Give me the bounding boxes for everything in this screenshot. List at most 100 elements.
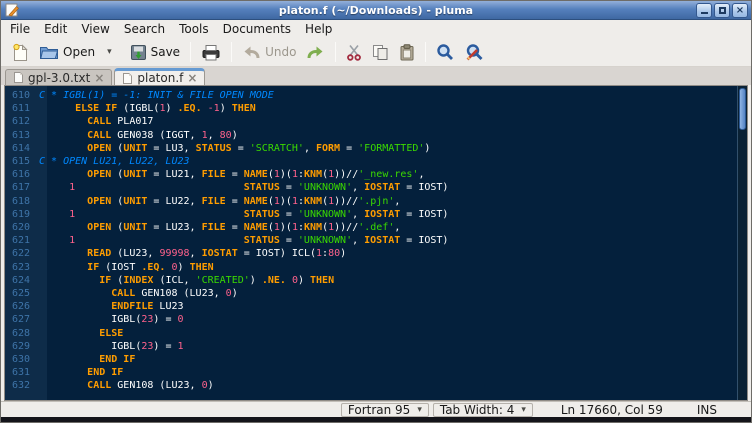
- menu-edit[interactable]: Edit: [44, 22, 68, 36]
- code-area[interactable]: 610 C * IGBL(1) = -1: INIT & FILE OPEN MO…: [5, 86, 737, 400]
- undo-button[interactable]: Undo: [237, 43, 301, 62]
- code-line[interactable]: 627 IGBL(23) = 0: [5, 313, 737, 326]
- toolbar-separator: [335, 42, 337, 62]
- tab-close-icon[interactable]: ×: [94, 70, 105, 85]
- menu-view[interactable]: View: [81, 22, 110, 36]
- editor: 610 C * IGBL(1) = -1: INIT & FILE OPEN MO…: [4, 85, 748, 401]
- redo-button[interactable]: [301, 43, 330, 62]
- line-number: 620: [11, 222, 30, 234]
- code-line[interactable]: 618 OPEN (UNIT = LU22, FILE = NAME(1)(1:…: [5, 195, 737, 208]
- menu-documents[interactable]: Documents: [222, 22, 292, 36]
- new-document-button[interactable]: [7, 41, 34, 64]
- code-line[interactable]: 624 IF (INDEX (ICL, 'CREATED') .NE. 0) T…: [5, 274, 737, 287]
- search-icon: [436, 43, 454, 61]
- code-line[interactable]: 623 IF (IOST .EQ. 0) THEN: [5, 261, 737, 274]
- line-number: 614: [11, 142, 30, 154]
- code-line[interactable]: 615 C * OPEN LU21, LU22, LU23: [5, 155, 737, 168]
- menubar: File Edit View Search Tools Documents He…: [1, 20, 751, 38]
- code-line[interactable]: 622 READ (LU23, 99998, IOSTAT = IOST) IC…: [5, 247, 737, 260]
- redo-icon: [306, 45, 325, 60]
- code-line[interactable]: 612 CALL PLA017: [5, 115, 737, 128]
- cut-button[interactable]: [341, 42, 367, 63]
- code-line[interactable]: 632 CALL GEN108 (LU23, 0): [5, 379, 737, 392]
- line-number: 615: [11, 156, 30, 168]
- close-button[interactable]: ×: [732, 3, 748, 18]
- line-number: 618: [11, 195, 30, 207]
- code-line[interactable]: 616 OPEN (UNIT = LU21, FILE = NAME(1)(1:…: [5, 168, 737, 181]
- code-line[interactable]: 620 OPEN (UNIT = LU23, FILE = NAME(1)(1:…: [5, 221, 737, 234]
- code-line[interactable]: 613 CALL GEN038 (IGGT, 1, 80): [5, 129, 737, 142]
- save-button[interactable]: Save: [125, 42, 185, 63]
- code-line[interactable]: 626 ENDFILE LU23: [5, 300, 737, 313]
- line-number: 629: [11, 340, 30, 352]
- line-number: 631: [11, 367, 30, 379]
- line-number: 621: [11, 235, 30, 247]
- code-line[interactable]: 619 1 STATUS = 'UNKNOWN', IOSTAT = IOST): [5, 208, 737, 221]
- line-number: 616: [11, 169, 30, 181]
- print-button[interactable]: [196, 42, 226, 63]
- find-button[interactable]: [431, 41, 459, 63]
- language-selector[interactable]: Fortran 95 ▾: [340, 402, 429, 417]
- paste-button[interactable]: [394, 42, 420, 63]
- tab-label: gpl-3.0.txt: [28, 70, 91, 85]
- tab-gpl-3-0-txt[interactable]: gpl-3.0.txt ×: [5, 69, 113, 85]
- tab-width-value: Tab Width: 4: [439, 402, 515, 417]
- chevron-down-icon: ▾: [417, 404, 422, 415]
- search-replace-icon: [464, 43, 483, 61]
- undo-button-label: Undo: [265, 45, 297, 59]
- line-number: 630: [11, 354, 30, 366]
- open-button-label: Open: [63, 45, 96, 59]
- save-button-label: Save: [150, 45, 181, 59]
- chevron-down-icon: ▾: [521, 404, 526, 415]
- code-line[interactable]: 628 ELSE: [5, 327, 737, 340]
- pluma-app-icon: [5, 3, 19, 17]
- open-dropdown-button[interactable]: ▾: [100, 45, 117, 59]
- open-button[interactable]: Open: [34, 42, 100, 62]
- code-line[interactable]: 631 END IF: [5, 366, 737, 379]
- line-number: 611: [11, 103, 30, 115]
- code-line[interactable]: 611 ELSE IF (IGBL(1) .EQ. -1) THEN: [5, 102, 737, 115]
- line-number: 617: [11, 182, 30, 194]
- chevron-down-icon: ▾: [107, 47, 112, 57]
- copy-button[interactable]: [367, 42, 394, 63]
- toolbar-separator: [190, 42, 192, 62]
- code-line[interactable]: 610 C * IGBL(1) = -1: INIT & FILE OPEN MO…: [5, 89, 737, 102]
- open-folder-icon: [39, 44, 59, 60]
- maximize-icon: [718, 7, 726, 14]
- code-line[interactable]: 625 CALL GEN108 (LU23, 0): [5, 287, 737, 300]
- toolbar: Open ▾ Save Undo: [1, 38, 751, 67]
- scrollbar-thumb[interactable]: [739, 88, 746, 130]
- code-line[interactable]: 614 OPEN (UNIT = LU3, STATUS = 'SCRATCH'…: [5, 142, 737, 155]
- statusbar: Fortran 95 ▾ Tab Width: 4 ▾ Ln 17660, Co…: [1, 401, 751, 417]
- line-number: 622: [11, 248, 30, 260]
- tab-platon-f[interactable]: platon.f ×: [114, 68, 206, 85]
- cut-scissors-icon: [346, 44, 362, 61]
- code-line[interactable]: 617 1 STATUS = 'UNKNOWN', IOSTAT = IOST): [5, 181, 737, 194]
- menu-file[interactable]: File: [10, 22, 31, 36]
- titlebar[interactable]: platon.f (~/Downloads) - pluma ×: [1, 1, 751, 20]
- tabbar: gpl-3.0.txt × platon.f ×: [1, 67, 751, 85]
- code-line[interactable]: 621 1 STATUS = 'UNKNOWN', IOSTAT = IOST): [5, 234, 737, 247]
- code-line[interactable]: 630 END IF: [5, 353, 737, 366]
- menu-help[interactable]: Help: [305, 22, 333, 36]
- document-icon: [122, 72, 133, 85]
- line-number: 613: [11, 129, 30, 141]
- menu-search[interactable]: Search: [123, 22, 166, 36]
- vertical-scrollbar[interactable]: [737, 86, 747, 400]
- minimize-icon: [700, 7, 708, 14]
- line-number: 627: [11, 314, 30, 326]
- tab-width-selector[interactable]: Tab Width: 4 ▾: [432, 402, 533, 417]
- minimize-button[interactable]: [696, 3, 712, 18]
- menu-tools[interactable]: Tools: [179, 22, 209, 36]
- replace-button[interactable]: [459, 41, 488, 63]
- save-icon: [130, 44, 147, 61]
- maximize-button[interactable]: [714, 3, 730, 18]
- tab-close-icon[interactable]: ×: [187, 71, 198, 85]
- code-line[interactable]: 629 IGBL(23) = 1: [5, 340, 737, 353]
- undo-icon: [242, 45, 261, 60]
- insert-mode-indicator: INS: [696, 402, 717, 417]
- document-icon: [13, 71, 24, 84]
- paste-clipboard-icon: [399, 43, 415, 61]
- line-number: 626: [11, 301, 30, 313]
- line-number: 624: [11, 274, 30, 286]
